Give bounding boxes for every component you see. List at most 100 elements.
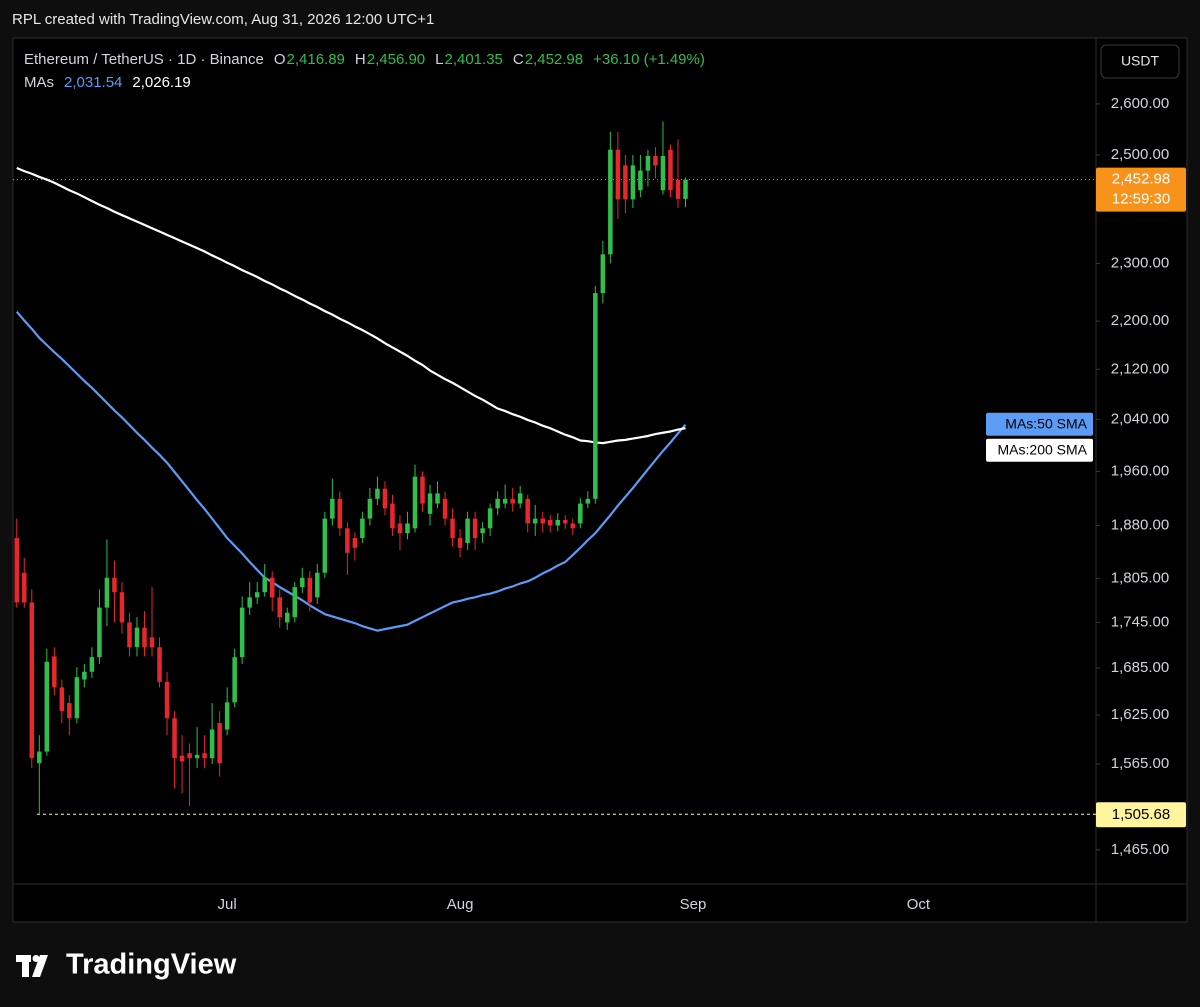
candle-body xyxy=(217,723,222,764)
candle-body xyxy=(615,149,621,200)
candle-body xyxy=(390,503,395,529)
candle-body xyxy=(570,523,576,529)
candle-body xyxy=(510,498,515,504)
candle-body xyxy=(300,577,305,588)
candle-body xyxy=(653,155,658,166)
candle-body xyxy=(367,498,373,519)
candle-body xyxy=(292,587,298,618)
candle-body xyxy=(22,572,27,603)
candle-body xyxy=(89,657,95,672)
candle-body xyxy=(585,498,591,504)
candle-body xyxy=(638,170,643,191)
candle-body xyxy=(593,293,598,499)
candle-body xyxy=(375,488,380,499)
candle-body xyxy=(104,577,110,608)
ohlc-key: L xyxy=(435,51,444,68)
candle-body xyxy=(532,518,538,524)
candle-body xyxy=(555,519,561,526)
candle-body xyxy=(44,661,50,752)
price-change: +36.10 (+1.49%) xyxy=(593,51,705,68)
y-tick-label: 2,600.00 xyxy=(1111,95,1169,112)
candle-body xyxy=(82,671,87,680)
candle-body xyxy=(262,577,267,593)
last-price-tag xyxy=(1096,167,1186,212)
ma-axis-tag-label: MAs:200 SMA xyxy=(998,441,1088,457)
legend-row: MAs 2,031.54 2,026.19 xyxy=(24,71,706,94)
candle-body xyxy=(232,657,237,703)
x-tick-label: Sep xyxy=(680,896,707,913)
ohlc-value: 2,416.89 xyxy=(286,51,345,68)
candle-body xyxy=(322,518,328,573)
candle-body xyxy=(179,755,185,762)
ma-legend-value: 2,031.54 xyxy=(64,74,123,91)
y-tick-label: 1,625.00 xyxy=(1111,706,1169,723)
y-tick-label: 1,745.00 xyxy=(1111,613,1169,630)
ohlc-value: 2,456.90 xyxy=(366,51,426,68)
logo-stem xyxy=(22,955,29,977)
candle-body xyxy=(427,493,433,514)
candle-body xyxy=(517,493,523,504)
currency-label[interactable]: USDT xyxy=(1121,53,1160,69)
candle-body xyxy=(472,518,478,539)
y-tick-label: 2,040.00 xyxy=(1111,410,1169,427)
candle-body xyxy=(495,498,500,509)
candle-body xyxy=(315,572,320,598)
symbol-title: Ethereum / TetherUS · 1D · Binance xyxy=(24,51,264,68)
brand-name: TradingView xyxy=(66,949,237,981)
ohlc-key: O xyxy=(273,51,286,68)
candle-body xyxy=(172,718,177,759)
moving-average-line xyxy=(16,166,686,445)
candle-body xyxy=(239,607,245,658)
candle-body xyxy=(412,476,418,529)
candle-body xyxy=(675,180,681,199)
ma-legend-value: 2,026.19 xyxy=(132,74,191,91)
candle-body xyxy=(187,753,192,759)
candle-body xyxy=(420,476,425,504)
candle-body xyxy=(247,597,252,608)
ohlc-value: 2,401.35 xyxy=(444,51,503,68)
candle-body xyxy=(578,503,583,524)
y-tick-label: 1,880.00 xyxy=(1111,516,1169,533)
plot-area xyxy=(13,121,1096,815)
candle-body xyxy=(630,165,636,200)
candle-body xyxy=(547,519,553,526)
candle-body xyxy=(142,627,147,648)
candle-body xyxy=(52,656,57,688)
ohlc-key: H xyxy=(354,51,366,68)
ma-axis-tag-label: MAs:50 SMA xyxy=(1005,415,1087,431)
candle-body xyxy=(254,592,260,598)
candle-body xyxy=(14,538,20,603)
candle-body xyxy=(277,597,282,618)
candle-body xyxy=(134,627,140,648)
low-marker-label: 1,505.68 xyxy=(1112,806,1170,823)
y-tick-label: 1,805.00 xyxy=(1111,569,1169,586)
candle-body xyxy=(442,498,448,519)
candle-body xyxy=(224,702,230,730)
candle-body xyxy=(330,498,335,519)
ma-axis-tag xyxy=(986,438,1093,462)
candle-body xyxy=(502,498,508,504)
x-tick-label: Jul xyxy=(218,896,237,913)
candle-body xyxy=(397,523,403,534)
candle-body xyxy=(29,602,35,759)
legend-row: Ethereum / TetherUS · 1D · Binance O2,416… xyxy=(24,48,706,71)
candle-body xyxy=(457,538,463,548)
x-tick-label: Aug xyxy=(447,896,474,913)
candle-body xyxy=(352,538,358,548)
candle-body xyxy=(645,155,651,171)
candle-body xyxy=(112,577,117,593)
x-tick-label: Oct xyxy=(907,896,931,913)
currency-button[interactable] xyxy=(1100,44,1180,79)
candle-body xyxy=(164,681,170,719)
chart-legend: Ethereum / TetherUS · 1D · Binance O2,416… xyxy=(24,48,706,94)
logo-dot xyxy=(32,955,40,962)
candle-body xyxy=(307,577,313,603)
candle-body xyxy=(608,149,613,255)
candle-body xyxy=(623,165,628,200)
low-marker-tag xyxy=(1096,802,1186,828)
ohlc-value: 2,452.98 xyxy=(524,51,584,68)
ohlc-key: C xyxy=(512,51,524,68)
candle-body xyxy=(668,149,673,191)
candle-body xyxy=(465,518,470,543)
